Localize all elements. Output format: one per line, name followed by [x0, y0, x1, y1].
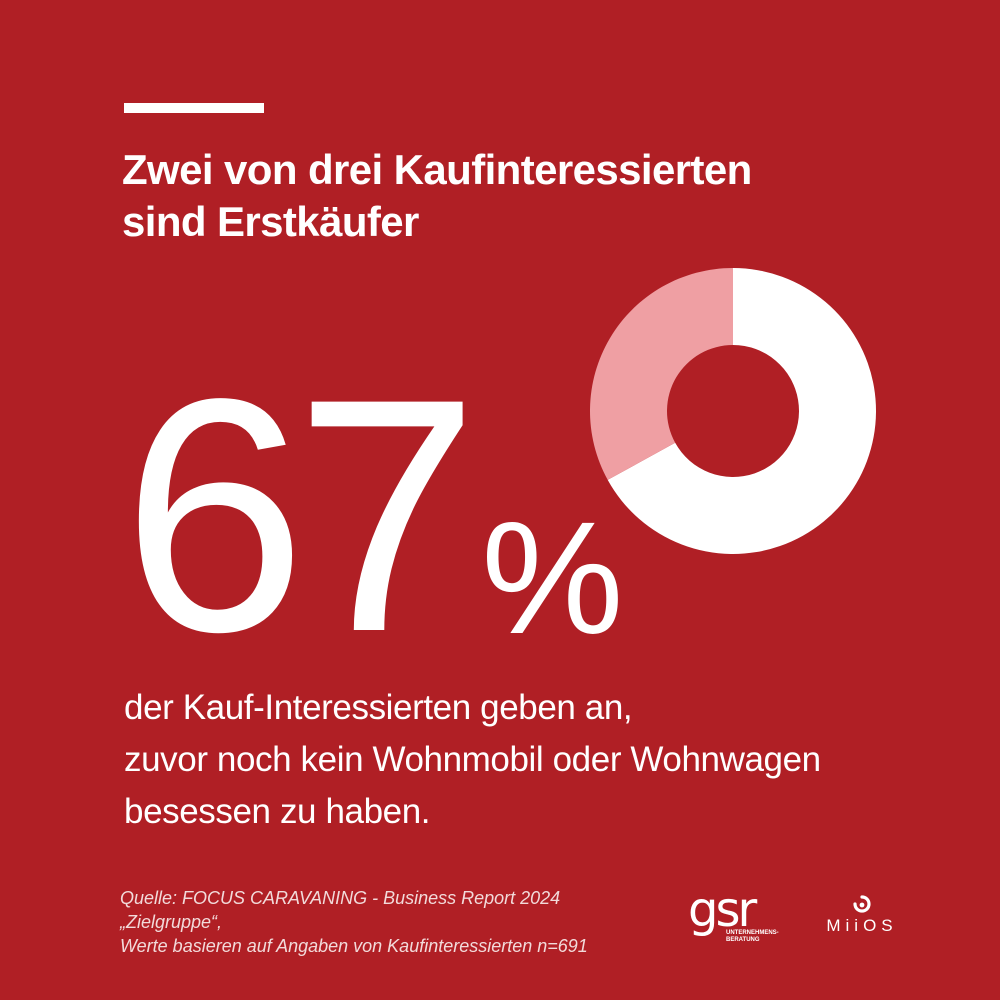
gsr-subtitle-line-2: BERATUNG: [726, 937, 760, 943]
headline-line-2: sind Erstkäufer: [122, 198, 419, 245]
body-text: der Kauf-Interessierten geben an, zuvor …: [124, 682, 984, 838]
body-line-2: zuvor noch kein Wohnmobil oder Wohnwagen: [124, 740, 821, 779]
gsr-logo: gsr UNTERNEHMENS- BERATUNG: [688, 886, 800, 946]
body-line-1: der Kauf-Interessierten geben an,: [124, 688, 633, 727]
donut-chart: [590, 268, 876, 554]
gsr-subtitle-line-1: UNTERNEHMENS-: [726, 930, 779, 936]
headline-line-1: Zwei von drei Kaufinteressierten: [122, 146, 752, 193]
gsr-wordmark: gsr: [688, 882, 757, 938]
percent-sign: %: [481, 488, 624, 667]
source-note: Quelle: FOCUS CARAVANING - Business Repo…: [120, 886, 660, 958]
big-percentage: 67%: [122, 350, 624, 690]
accent-bar: [124, 103, 264, 113]
donut-slice-2: [590, 268, 733, 480]
source-line-3: Werte basieren auf Angaben von Kaufinter…: [120, 936, 588, 956]
source-line-1: Quelle: FOCUS CARAVANING - Business Repo…: [120, 888, 561, 908]
miios-wordmark: MiiOS: [826, 916, 898, 935]
miios-swirl-icon: [853, 895, 871, 913]
miios-logo: MiiOS: [812, 894, 912, 944]
source-line-2: „Zielgruppe“,: [120, 912, 223, 932]
headline: Zwei von drei Kaufinteressierten sind Er…: [122, 144, 882, 248]
percentage-number: 67: [122, 330, 479, 701]
gsr-subtitle: UNTERNEHMENS- BERATUNG: [726, 930, 779, 944]
body-line-3: besessen zu haben.: [124, 792, 431, 831]
donut-slice-1: [607, 268, 876, 554]
decorative-dash: [430, 494, 570, 502]
